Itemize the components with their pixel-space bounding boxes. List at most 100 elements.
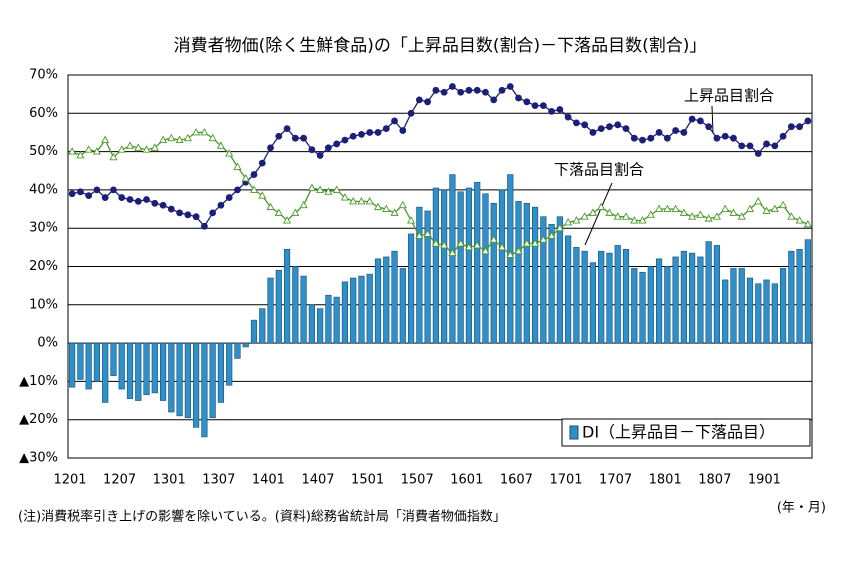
- marker: [316, 185, 325, 193]
- marker: [539, 235, 548, 243]
- annotation-arrow: [584, 182, 613, 246]
- legend-swatch: [569, 425, 579, 440]
- bar: [176, 342, 183, 417]
- marker: [76, 150, 85, 159]
- marker: [597, 125, 605, 133]
- marker: [449, 83, 456, 90]
- x-tick-label: 1201: [53, 473, 86, 488]
- marker: [547, 231, 556, 239]
- marker: [548, 107, 555, 115]
- marker: [663, 134, 671, 142]
- marker: [779, 132, 787, 140]
- x-tick-label: 1407: [301, 473, 334, 488]
- marker: [555, 223, 564, 232]
- marker: [663, 204, 672, 213]
- marker: [679, 208, 688, 216]
- bar: [226, 342, 233, 386]
- marker: [704, 214, 713, 222]
- bar: [292, 266, 299, 344]
- marker: [126, 196, 134, 203]
- marker: [796, 123, 803, 131]
- marker: [614, 121, 622, 129]
- marker: [481, 246, 490, 255]
- marker: [522, 239, 531, 247]
- x-tick-label: 1901: [748, 473, 781, 488]
- marker: [465, 86, 473, 94]
- x-tick-label: 1307: [202, 473, 235, 488]
- bar: [664, 266, 671, 344]
- marker: [332, 185, 341, 193]
- marker: [688, 212, 697, 220]
- bar: [201, 342, 208, 438]
- bar: [755, 283, 762, 344]
- marker: [110, 186, 117, 194]
- marker: [249, 185, 259, 193]
- bar: [118, 342, 125, 390]
- bar: [713, 245, 721, 344]
- marker: [646, 210, 655, 218]
- marker: [299, 200, 308, 209]
- marker: [84, 145, 93, 153]
- marker: [506, 83, 514, 90]
- marker: [324, 187, 333, 195]
- marker: [291, 134, 299, 142]
- plot-border: [67, 74, 813, 459]
- marker: [77, 188, 84, 196]
- bar: [350, 277, 357, 344]
- marker: [573, 119, 580, 127]
- legend-label: DI（上昇品目－下落品目）: [582, 423, 775, 442]
- marker: [109, 152, 118, 161]
- bar: [308, 304, 315, 344]
- marker: [125, 141, 135, 149]
- marker: [456, 239, 465, 247]
- bar: [474, 181, 481, 344]
- marker: [564, 113, 572, 121]
- marker: [515, 94, 522, 102]
- marker: [325, 144, 332, 152]
- marker: [440, 88, 448, 96]
- marker: [589, 129, 597, 136]
- marker: [266, 202, 275, 211]
- marker: [407, 109, 415, 117]
- bar: [259, 308, 266, 344]
- marker: [745, 204, 755, 213]
- bar: [69, 342, 76, 388]
- x-axis-label: (年・月): [777, 501, 826, 516]
- marker: [424, 98, 431, 106]
- bar: [151, 342, 158, 394]
- y-tick-label: 70%: [29, 68, 58, 83]
- bar: [722, 279, 729, 344]
- marker: [209, 209, 217, 217]
- marker: [308, 146, 316, 154]
- y-tick-label: 60%: [29, 106, 58, 121]
- marker: [349, 196, 358, 205]
- marker: [275, 132, 283, 140]
- marker: [763, 140, 770, 148]
- marker: [398, 200, 407, 209]
- marker: [613, 212, 622, 220]
- x-tick-label: 1401: [252, 473, 285, 488]
- marker: [184, 211, 192, 219]
- marker: [770, 204, 779, 213]
- marker: [754, 196, 763, 205]
- marker: [258, 191, 267, 199]
- x-tick-label: 1501: [351, 473, 384, 488]
- marker: [457, 88, 465, 96]
- bar: [168, 342, 175, 413]
- marker: [374, 129, 382, 136]
- bar: [565, 235, 572, 344]
- marker: [134, 143, 143, 151]
- bar: [647, 266, 654, 344]
- marker: [680, 129, 688, 136]
- marker: [705, 123, 713, 131]
- marker: [407, 216, 416, 224]
- marker: [498, 86, 506, 94]
- bar: [655, 258, 663, 344]
- bar: [275, 270, 282, 344]
- bar: [449, 174, 456, 344]
- marker: [523, 98, 531, 106]
- marker: [93, 186, 101, 194]
- bar: [804, 239, 811, 344]
- marker: [267, 144, 274, 152]
- marker: [580, 212, 589, 220]
